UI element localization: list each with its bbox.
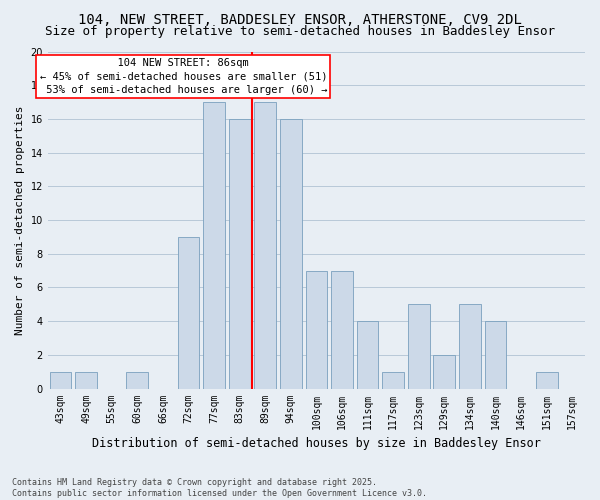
Text: Size of property relative to semi-detached houses in Baddesley Ensor: Size of property relative to semi-detach… <box>45 25 555 38</box>
Text: 104 NEW STREET: 86sqm  
← 45% of semi-detached houses are smaller (51)
 53% of s: 104 NEW STREET: 86sqm ← 45% of semi-deta… <box>40 58 327 94</box>
Bar <box>408 304 430 388</box>
Bar <box>382 372 404 388</box>
Bar <box>127 372 148 388</box>
Text: 104, NEW STREET, BADDESLEY ENSOR, ATHERSTONE, CV9 2DL: 104, NEW STREET, BADDESLEY ENSOR, ATHERS… <box>78 12 522 26</box>
Bar <box>75 372 97 388</box>
Bar <box>203 102 225 389</box>
Bar <box>280 119 302 388</box>
Bar <box>433 355 455 388</box>
Bar <box>331 270 353 388</box>
Bar <box>356 321 379 388</box>
Bar <box>305 270 327 388</box>
Text: Contains HM Land Registry data © Crown copyright and database right 2025.
Contai: Contains HM Land Registry data © Crown c… <box>12 478 427 498</box>
Bar <box>229 119 251 388</box>
Bar <box>536 372 557 388</box>
Bar <box>485 321 506 388</box>
Y-axis label: Number of semi-detached properties: Number of semi-detached properties <box>15 106 25 335</box>
Bar <box>50 372 71 388</box>
X-axis label: Distribution of semi-detached houses by size in Baddesley Ensor: Distribution of semi-detached houses by … <box>92 437 541 450</box>
Bar <box>254 102 276 389</box>
Bar <box>178 237 199 388</box>
Bar <box>459 304 481 388</box>
